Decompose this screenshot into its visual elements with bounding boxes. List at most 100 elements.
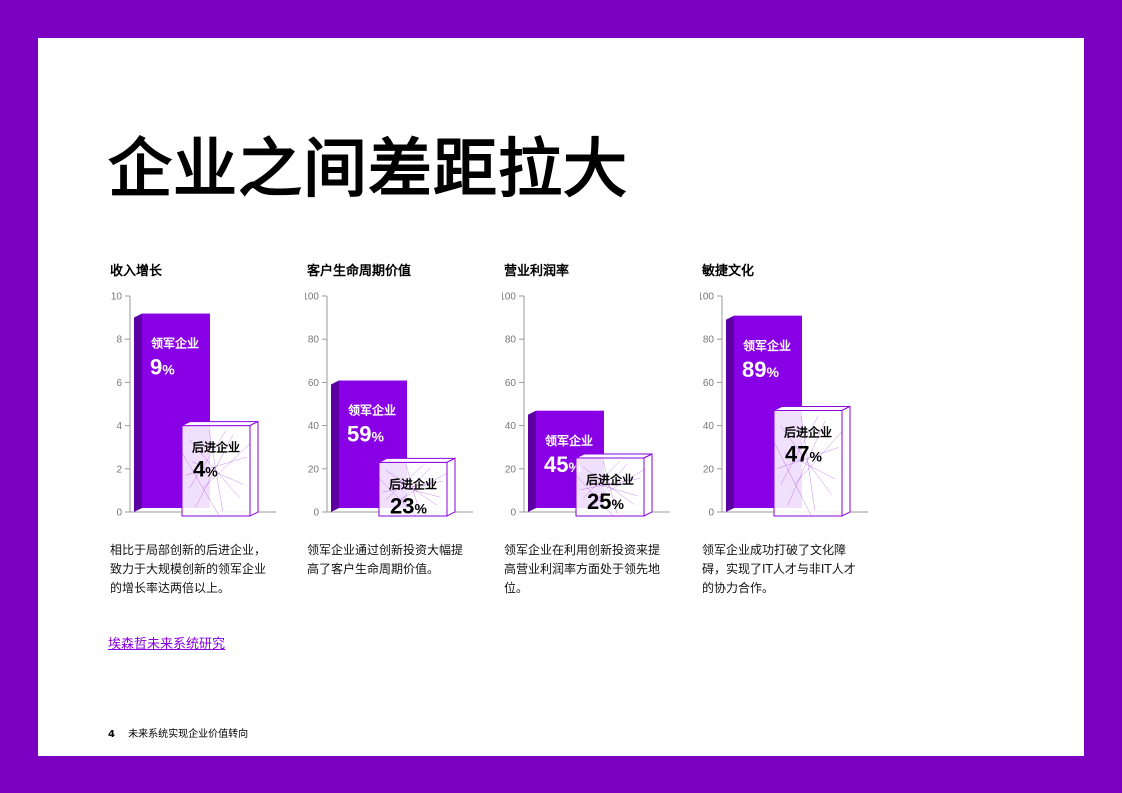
wireframe-line (800, 415, 816, 511)
y-tick-label: 100 (700, 292, 714, 303)
page-number: 4 (108, 729, 115, 740)
wireframe-line (385, 464, 424, 501)
wireframe-line (378, 478, 417, 517)
y-tick-label: 6 (116, 378, 122, 389)
bar-value-unit: % (414, 500, 427, 516)
wireframe-line (780, 426, 833, 496)
chart-description: 领军企业在利用创新投资来提高营业利润率方面处于领先地位。 (504, 543, 661, 595)
y-tick-label: 0 (116, 508, 122, 519)
bar-category-label: 领军企业 (743, 338, 791, 353)
bar-laggard (378, 457, 456, 517)
bar-value-unit: % (162, 362, 175, 378)
bar-value-unit: % (611, 496, 624, 512)
y-tick-label: 80 (308, 335, 320, 346)
bar-laggard-side (643, 453, 653, 517)
wireframe-line (385, 470, 437, 506)
wireframe-line (382, 480, 444, 493)
bar-value-unit: % (766, 364, 779, 380)
wireframe-line (589, 463, 628, 511)
bar-value-label: 23% (390, 493, 427, 518)
wireframe-line (389, 483, 441, 498)
chart-description: 相比于局部创新的后进企业，致力于大规模创新的领军企业的增长率达两倍以上。 (110, 543, 267, 595)
wireframe-line (582, 466, 634, 505)
y-tick-label: 60 (308, 378, 320, 389)
wireframe-line (202, 443, 251, 490)
wireframe-line (392, 467, 431, 511)
y-tick-label: 0 (510, 508, 516, 519)
bar-category-label: 领军企业 (545, 433, 593, 448)
bar-laggard-side (249, 420, 259, 517)
chart-description: 领军企业成功打破了文化障碍，实现了IT人才与非IT人才的协力合作。 (702, 543, 856, 595)
wireframe-line (777, 447, 839, 469)
y-tick-label: 0 (708, 508, 714, 519)
chart-panel-customer-lifetime-value: 客户生命周期价值 0 20 40 60 80 100 领军企业 59% 后进企业 23% 领军企业… (305, 260, 495, 620)
wireframe-line (794, 431, 843, 485)
y-tick-label: 80 (703, 335, 715, 346)
y-tick-label: 10 (111, 292, 123, 303)
wireframe-line (188, 438, 240, 499)
wireframe-line (602, 460, 618, 514)
wireframe-line (579, 478, 641, 491)
wireframe-line (185, 457, 247, 476)
bar-category-label: 后进企业 (389, 476, 437, 491)
bar-value-label: 59% (347, 422, 384, 447)
wireframe-line (586, 480, 638, 496)
research-link[interactable]: 埃森哲未来系统研究 (108, 637, 226, 652)
y-tick-label: 100 (305, 292, 319, 303)
bar-category-label: 领军企业 (151, 336, 199, 351)
bar-laggard-side (841, 405, 851, 517)
chart-title: 收入增长 (110, 264, 163, 279)
y-tick-label: 2 (116, 464, 122, 475)
wireframe-line (181, 452, 220, 517)
bar-laggard-top (378, 457, 456, 463)
wireframe-line (188, 429, 227, 490)
wireframe-line (596, 469, 645, 499)
bar-laggard (181, 420, 259, 517)
wireframe-line (399, 472, 448, 501)
wireframe-line (787, 420, 826, 506)
wireframe-line (773, 442, 812, 517)
y-tick-label: 40 (308, 421, 320, 432)
wireframe-line (575, 475, 614, 517)
y-tick-label: 8 (116, 335, 122, 346)
bar-side-face (331, 380, 339, 512)
y-tick-label: 20 (308, 464, 320, 475)
bar-chart: 0 20 40 60 80 100 领军企业 59% 后进企业 23% (305, 292, 473, 519)
chart-panel-agile-culture: 敏捷文化 0 20 40 60 80 100 领军企业 89% 后进企业 47% 领军企业成功打破… (700, 260, 890, 620)
bar-laggard-front (575, 457, 645, 517)
wireframe-line (192, 461, 244, 485)
bar-value-unit: % (205, 464, 218, 480)
chart-title: 营业利润率 (504, 264, 570, 279)
wireframe-line (784, 452, 836, 480)
chart-panel-revenue-growth: 收入增长 0 2 4 6 8 10 领军企业 9% 后进企业 4% 相比于局部创新的后进企业，致力… (108, 260, 298, 620)
bar-laggard-side (446, 457, 456, 517)
y-tick-label: 80 (505, 335, 517, 346)
wireframe-line (780, 415, 819, 485)
y-tick-label: 20 (505, 464, 517, 475)
y-tick-label: 40 (505, 421, 517, 432)
bar-laggard-top (575, 453, 653, 459)
wireframe-line (582, 460, 621, 499)
bar-category-label: 领军企业 (348, 403, 396, 418)
y-tick-label: 20 (703, 464, 715, 475)
page-title: 企业之间差距拉大 (108, 133, 628, 207)
bar-laggard (773, 405, 851, 517)
bar-side-face (134, 313, 142, 512)
bar-laggard-top (181, 421, 259, 427)
bar-laggard-top (773, 405, 851, 411)
y-tick-label: 40 (703, 421, 715, 432)
wireframe-line (195, 434, 234, 508)
y-tick-label: 0 (313, 508, 319, 519)
footer: 4 未来系统实现企业价值转向 (108, 725, 248, 740)
footer-text: 未来系统实现企业价值转向 (128, 729, 249, 740)
bar-laggard-front (773, 409, 843, 517)
wireframe-line (405, 464, 421, 514)
bar-category-label: 后进企业 (586, 472, 634, 487)
y-tick-label: 60 (505, 378, 517, 389)
bar-category-label: 后进企业 (784, 424, 832, 439)
chart-panel-operating-margin: 营业利润率 0 20 40 60 80 100 领军企业 45% 后进企业 25% 领军企业在利用… (502, 260, 692, 620)
y-tick-label: 4 (116, 421, 122, 432)
